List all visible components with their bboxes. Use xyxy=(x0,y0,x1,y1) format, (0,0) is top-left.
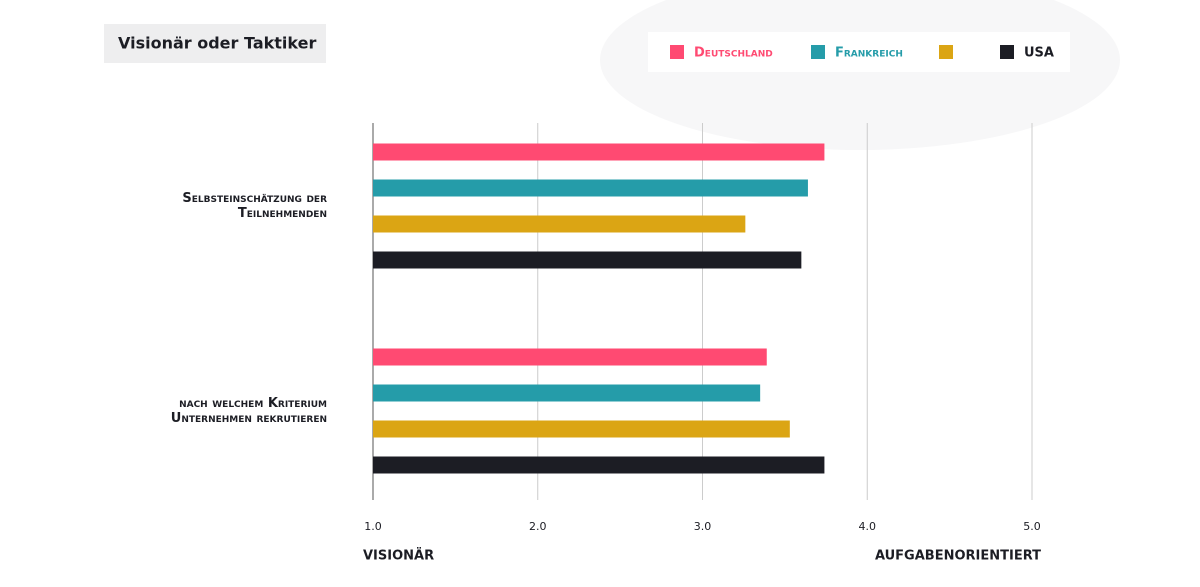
bar xyxy=(373,384,761,402)
x-axis-label-right: AUFGABENORIENTIERT xyxy=(875,549,1041,564)
title-box xyxy=(104,24,326,63)
x-tick-label: 3.0 xyxy=(694,520,712,533)
category-label: nach welchem Kriterium Unternehmen rekru… xyxy=(170,396,327,426)
x-tick-label: 5.0 xyxy=(1023,520,1041,533)
bar xyxy=(373,251,802,269)
bar xyxy=(373,179,808,197)
chart-title: Visionär oder Taktiker xyxy=(118,34,316,53)
legend-shadow xyxy=(600,0,1120,150)
category-label: Selbsteinschätzung der Teilnehmenden xyxy=(182,191,327,221)
legend-label: USA xyxy=(1024,46,1054,61)
x-axis-label-left: VISIONÄR xyxy=(363,548,434,564)
bar xyxy=(373,143,825,161)
bar xyxy=(373,348,767,366)
legend-label: Deutschland xyxy=(694,46,773,61)
legend-box xyxy=(648,32,1070,72)
bar xyxy=(373,215,746,233)
x-tick-label: 2.0 xyxy=(529,520,547,533)
legend-swatch xyxy=(939,45,953,59)
legend-swatch xyxy=(1000,45,1014,59)
legend-label: Frankreich xyxy=(835,46,903,61)
bar xyxy=(373,420,790,438)
legend-swatch xyxy=(670,45,684,59)
legend-swatch xyxy=(811,45,825,59)
x-tick-label: 4.0 xyxy=(859,520,877,533)
bar xyxy=(373,456,825,474)
x-tick-label: 1.0 xyxy=(364,520,382,533)
